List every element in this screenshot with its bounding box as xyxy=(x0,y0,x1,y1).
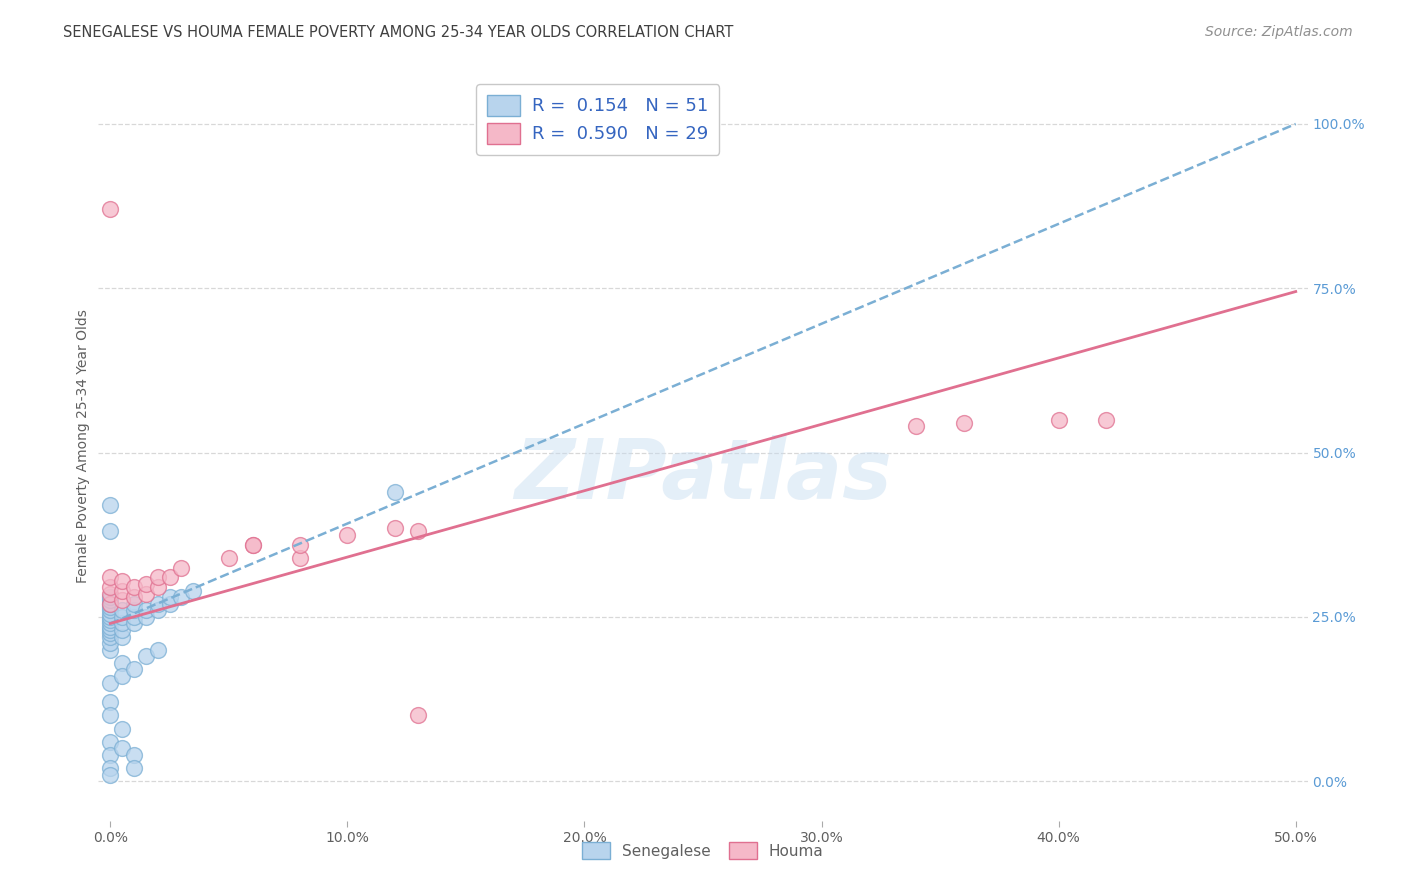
Point xyxy=(98,597,121,611)
Point xyxy=(288,538,311,552)
Point xyxy=(135,577,157,591)
Point xyxy=(122,597,145,611)
Point xyxy=(288,550,311,565)
Point xyxy=(98,620,121,634)
Point xyxy=(98,600,121,615)
Point xyxy=(98,610,121,624)
Point xyxy=(98,587,121,601)
Point xyxy=(98,636,121,650)
Point xyxy=(111,630,134,644)
Point xyxy=(159,597,181,611)
Point xyxy=(242,538,264,552)
Point xyxy=(122,616,145,631)
Point xyxy=(905,419,928,434)
Point xyxy=(135,587,157,601)
Point xyxy=(98,761,121,775)
Point xyxy=(98,623,121,637)
Text: ZIPatlas: ZIPatlas xyxy=(515,435,891,516)
Point xyxy=(122,610,145,624)
Point xyxy=(111,574,134,588)
Point xyxy=(146,597,169,611)
Point xyxy=(98,675,121,690)
Point xyxy=(122,747,145,762)
Point xyxy=(336,527,359,541)
Point xyxy=(98,747,121,762)
Point xyxy=(181,583,204,598)
Point xyxy=(111,722,134,736)
Point xyxy=(98,630,121,644)
Point xyxy=(146,642,169,657)
Point xyxy=(111,623,134,637)
Point xyxy=(408,708,430,723)
Point xyxy=(111,656,134,670)
Point xyxy=(242,538,264,552)
Point xyxy=(98,590,121,604)
Point xyxy=(146,580,169,594)
Point xyxy=(98,597,121,611)
Legend: Senegalese, Houma: Senegalese, Houma xyxy=(576,836,830,865)
Point xyxy=(384,521,406,535)
Point xyxy=(98,524,121,539)
Point xyxy=(218,550,240,565)
Point xyxy=(111,583,134,598)
Point xyxy=(122,761,145,775)
Point xyxy=(122,663,145,677)
Point xyxy=(98,695,121,709)
Point xyxy=(111,603,134,617)
Point xyxy=(170,590,193,604)
Point xyxy=(98,642,121,657)
Point xyxy=(98,580,121,594)
Text: Source: ZipAtlas.com: Source: ZipAtlas.com xyxy=(1205,25,1353,39)
Text: SENEGALESE VS HOUMA FEMALE POVERTY AMONG 25-34 YEAR OLDS CORRELATION CHART: SENEGALESE VS HOUMA FEMALE POVERTY AMONG… xyxy=(63,25,734,40)
Point xyxy=(111,669,134,683)
Point xyxy=(159,590,181,604)
Point xyxy=(146,570,169,584)
Point xyxy=(952,416,974,430)
Point xyxy=(159,570,181,584)
Point xyxy=(1095,413,1118,427)
Point xyxy=(98,570,121,584)
Point xyxy=(98,613,121,627)
Point xyxy=(98,498,121,512)
Point xyxy=(1047,413,1070,427)
Point xyxy=(98,593,121,607)
Point xyxy=(111,593,134,607)
Point xyxy=(135,603,157,617)
Point xyxy=(98,735,121,749)
Point xyxy=(98,607,121,621)
Point xyxy=(384,485,406,500)
Point xyxy=(111,741,134,756)
Point xyxy=(408,524,430,539)
Point xyxy=(98,603,121,617)
Y-axis label: Female Poverty Among 25-34 Year Olds: Female Poverty Among 25-34 Year Olds xyxy=(76,309,90,583)
Point xyxy=(98,767,121,781)
Point xyxy=(135,610,157,624)
Point xyxy=(122,590,145,604)
Point xyxy=(111,610,134,624)
Point xyxy=(146,603,169,617)
Point xyxy=(98,616,121,631)
Point xyxy=(98,626,121,640)
Point xyxy=(111,616,134,631)
Point xyxy=(98,202,121,217)
Point xyxy=(98,708,121,723)
Point xyxy=(122,603,145,617)
Point xyxy=(135,649,157,664)
Point xyxy=(122,580,145,594)
Point xyxy=(170,560,193,574)
